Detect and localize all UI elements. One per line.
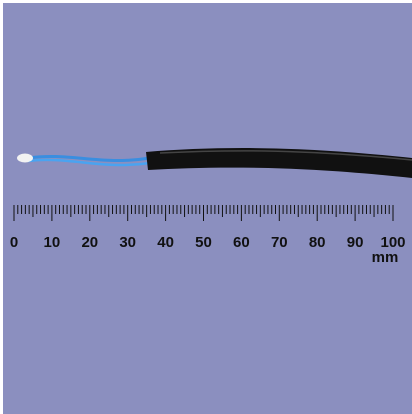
ruler-unit: mm [372, 249, 399, 266]
ruler-label: 20 [81, 234, 98, 251]
cable [146, 148, 412, 178]
ruler-label: 100 [380, 234, 405, 251]
ruler-label: 50 [195, 234, 212, 251]
ruler-label: 0 [10, 234, 18, 251]
probe-tip [17, 153, 33, 163]
ruler-label: 40 [157, 234, 174, 251]
ruler: 0 10 20 30 40 50 60 70 80 90 100 [10, 205, 406, 251]
ruler-label: 80 [309, 234, 326, 251]
ruler-label: 10 [44, 234, 61, 251]
ruler-label: 30 [119, 234, 136, 251]
cable-highlight [159, 150, 412, 161]
probe-wire [17, 153, 151, 167]
ruler-label: 70 [271, 234, 288, 251]
ruler-label: 60 [233, 234, 250, 251]
ruler-label: 90 [347, 234, 364, 251]
